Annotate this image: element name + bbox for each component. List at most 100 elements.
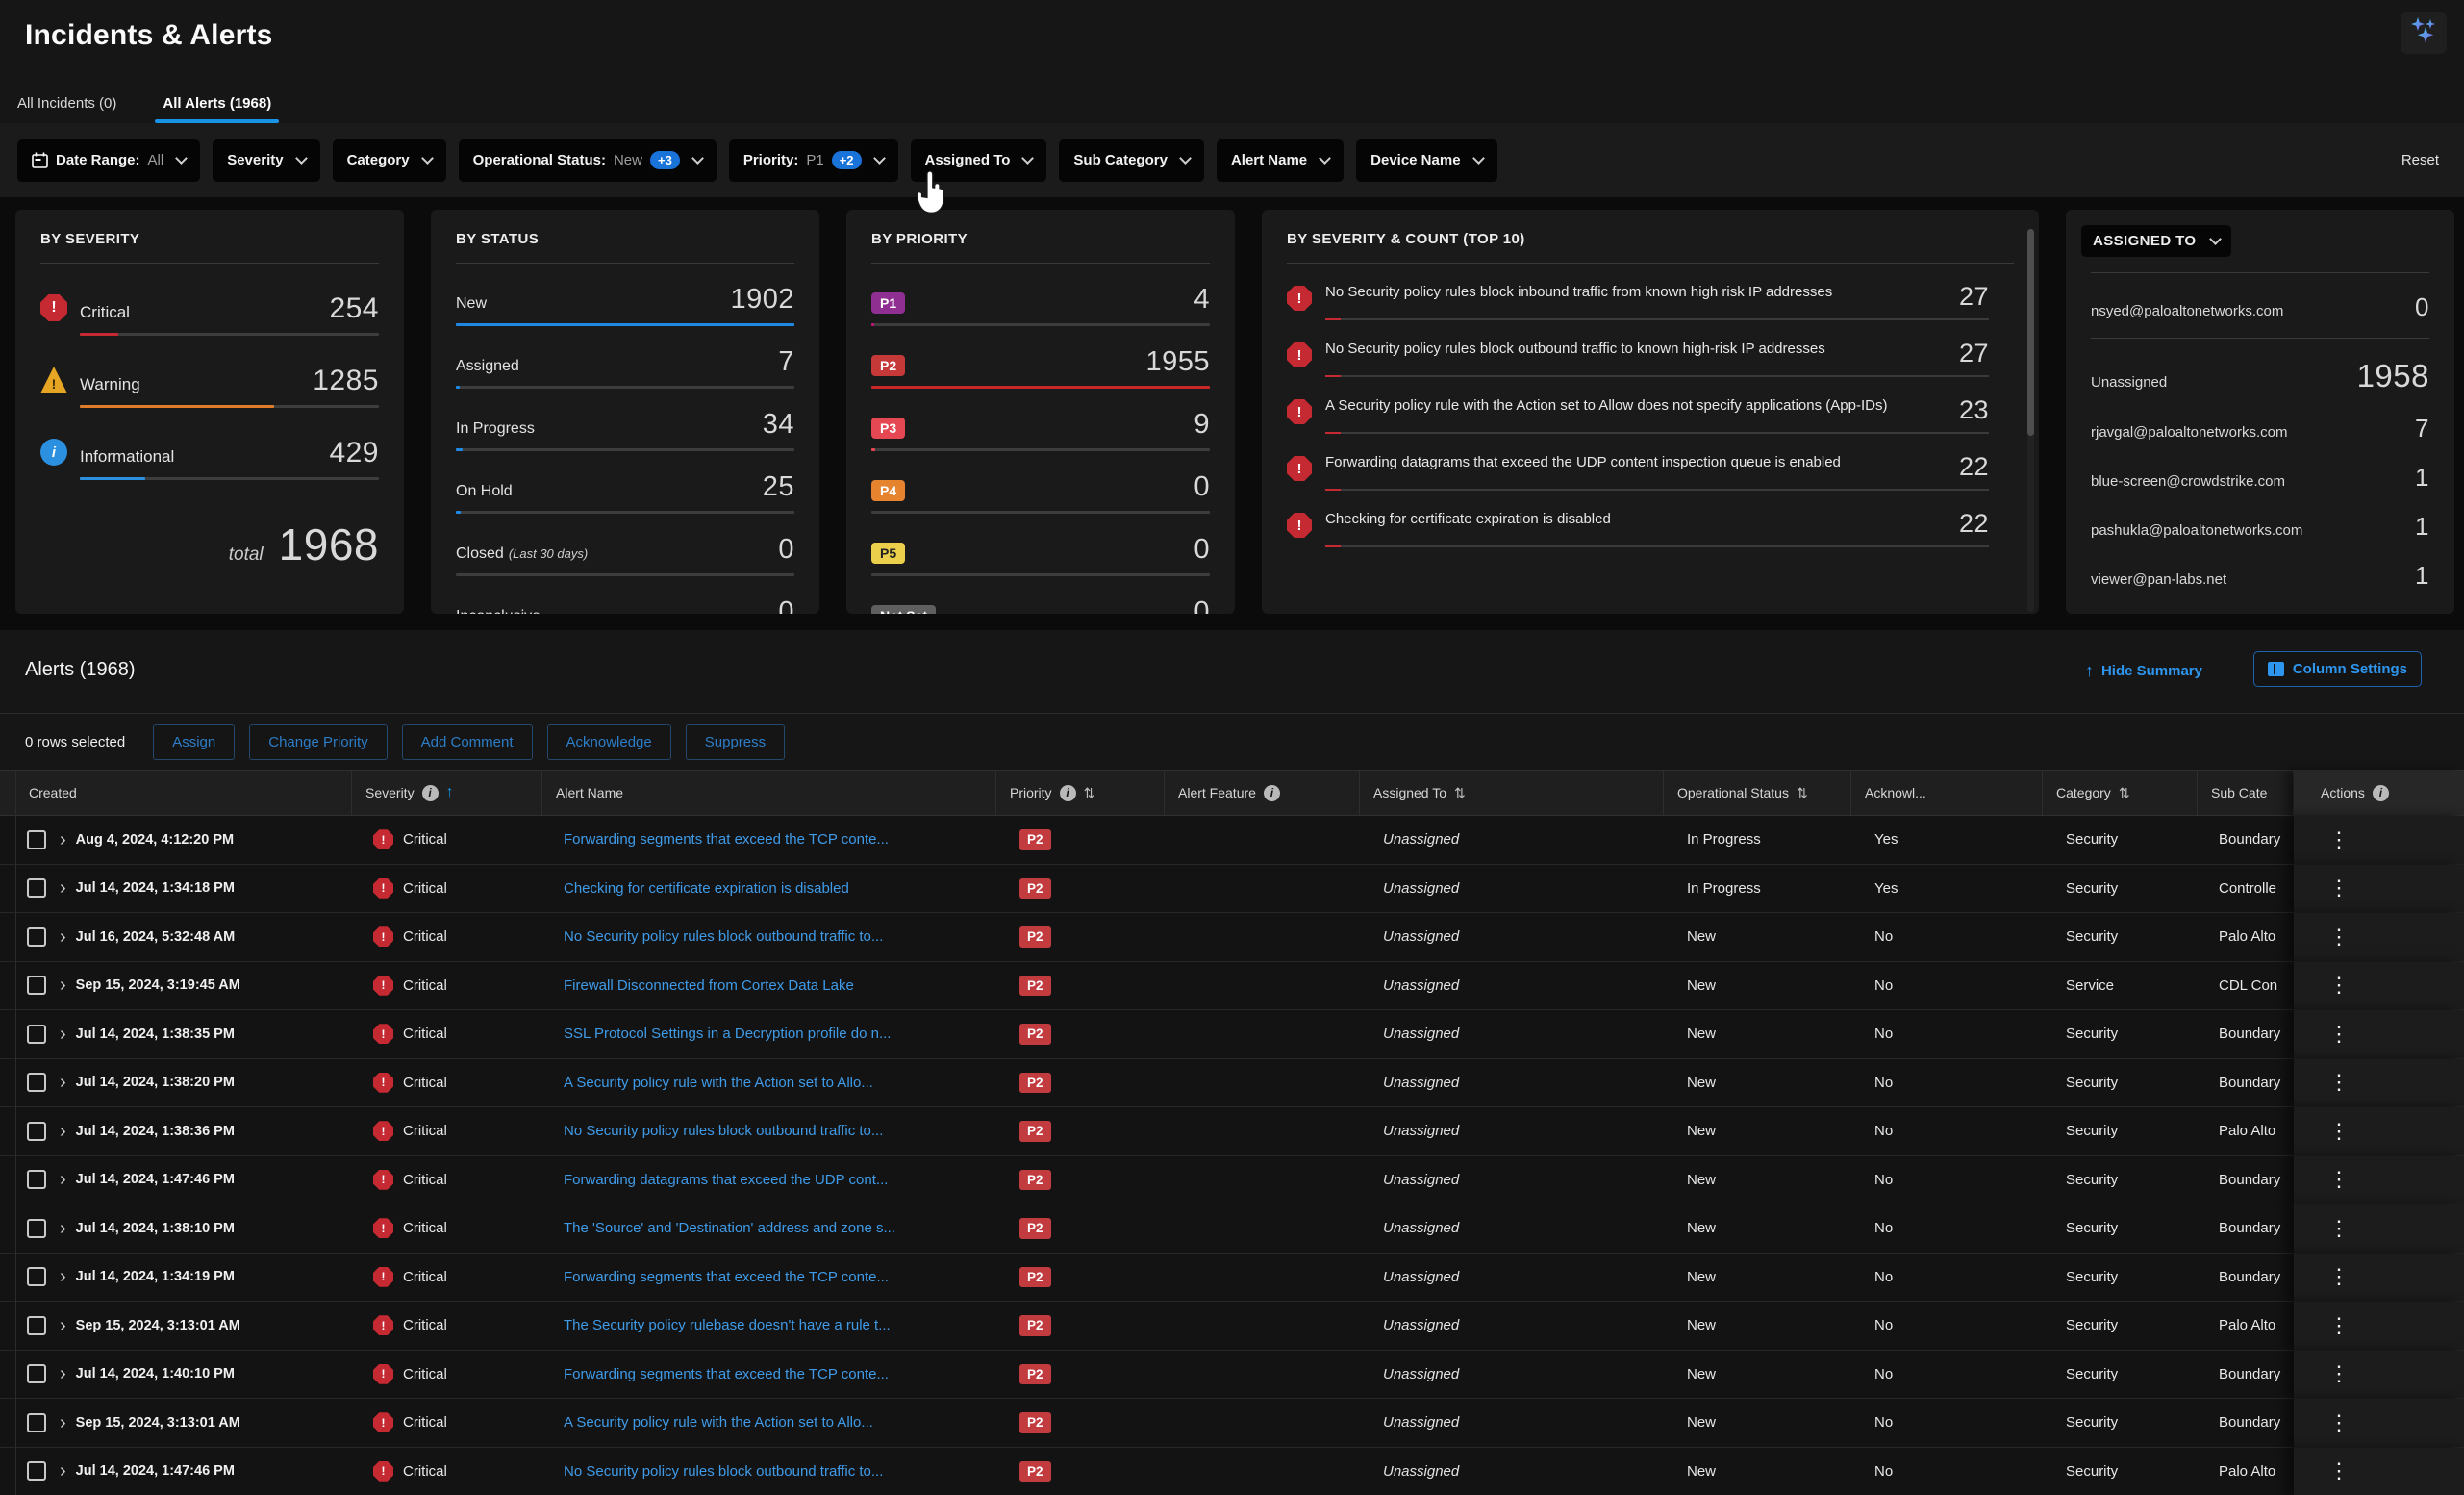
row-expand-icon[interactable]: › bbox=[60, 1072, 66, 1094]
row-checkbox[interactable] bbox=[27, 1412, 46, 1432]
alert-name-link[interactable]: The 'Source' and 'Destination' address a… bbox=[564, 1220, 895, 1237]
row-checkbox[interactable] bbox=[27, 1364, 46, 1384]
column-header-acknowl[interactable]: Acknowl... bbox=[1851, 771, 2043, 815]
assigned-to-dropdown[interactable]: ASSIGNED TO bbox=[2081, 225, 2232, 257]
row-checkbox[interactable] bbox=[27, 1024, 46, 1044]
table-row[interactable]: › Sep 15, 2024, 3:13:01 AM! Critical The Se… bbox=[0, 1302, 2464, 1351]
row-checkbox[interactable] bbox=[27, 1461, 46, 1482]
sort-icon[interactable]: ⇅ bbox=[1796, 784, 1808, 800]
filter-device-name[interactable]: Device Name bbox=[1356, 139, 1497, 182]
row-actions-menu-icon[interactable]: ⋮ bbox=[2328, 1215, 2350, 1240]
table-row[interactable]: › Jul 14, 2024, 1:47:46 PM! Critical No Sec… bbox=[0, 1447, 2464, 1495]
row-actions-menu-icon[interactable]: ⋮ bbox=[2328, 1118, 2350, 1143]
row-expand-icon[interactable]: › bbox=[60, 1169, 66, 1191]
row-checkbox[interactable] bbox=[27, 1267, 46, 1287]
table-row[interactable]: › Jul 14, 2024, 1:40:10 PM! Critical Forwar… bbox=[0, 1350, 2464, 1399]
row-checkbox[interactable] bbox=[27, 1170, 46, 1190]
filter-sub-category[interactable]: Sub Category bbox=[1059, 139, 1204, 182]
alert-name-link[interactable]: No Security policy rules block outbound … bbox=[564, 1123, 884, 1140]
column-header-actions[interactable]: Actions i bbox=[2294, 771, 2464, 815]
row-actions-menu-icon[interactable]: ⋮ bbox=[2328, 1458, 2350, 1483]
hide-summary-button[interactable]: ↑ Hide Summary bbox=[2084, 661, 2202, 680]
row-expand-icon[interactable]: › bbox=[60, 1314, 66, 1336]
alert-name-link[interactable]: A Security policy rule with the Action s… bbox=[564, 1414, 873, 1432]
table-row[interactable]: › Sep 15, 2024, 3:19:45 AM! Critical Firewa… bbox=[0, 961, 2464, 1010]
column-header-category[interactable]: Category ⇅ bbox=[2043, 771, 2198, 815]
alert-name-link[interactable]: Forwarding segments that exceed the TCP … bbox=[564, 831, 889, 849]
column-header-severity[interactable]: Severity i ↑ bbox=[352, 771, 542, 815]
assign-button[interactable]: Assign bbox=[153, 723, 236, 760]
row-expand-icon[interactable]: › bbox=[60, 1266, 66, 1288]
filter-category[interactable]: Category bbox=[332, 139, 446, 182]
table-row[interactable]: › Jul 14, 2024, 1:38:20 PM! Critical A Secu… bbox=[0, 1058, 2464, 1107]
change-priority-button[interactable]: Change Priority bbox=[249, 723, 388, 760]
table-row[interactable]: › Jul 14, 2024, 1:34:18 PM! Critical Checki… bbox=[0, 864, 2464, 913]
row-actions-menu-icon[interactable]: ⋮ bbox=[2328, 1021, 2350, 1046]
table-row[interactable]: › Jul 14, 2024, 1:38:35 PM! Critical SSL Pr… bbox=[0, 1010, 2464, 1059]
column-header-alert-name[interactable]: Alert Name bbox=[542, 771, 996, 815]
alert-name-link[interactable]: Forwarding datagrams that exceed the UDP… bbox=[564, 1171, 889, 1188]
row-expand-icon[interactable]: › bbox=[60, 828, 66, 850]
filter-date-range[interactable]: Date Range: All bbox=[17, 139, 201, 182]
table-row[interactable]: › Jul 14, 2024, 1:38:10 PM! Critical The 'S… bbox=[0, 1204, 2464, 1254]
sort-icon[interactable]: ⇅ bbox=[2118, 784, 2130, 800]
row-actions-menu-icon[interactable]: ⋮ bbox=[2328, 924, 2350, 949]
column-header-operational-status[interactable]: Operational Status ⇅ bbox=[1664, 771, 1851, 815]
row-actions-menu-icon[interactable]: ⋮ bbox=[2328, 973, 2350, 998]
sort-icon[interactable]: ⇅ bbox=[1454, 784, 1466, 800]
column-settings-button[interactable]: Column Settings bbox=[2252, 651, 2422, 687]
table-row[interactable]: › Jul 14, 2024, 1:47:46 PM! Critical Forwar… bbox=[0, 1155, 2464, 1204]
filter-operational-status[interactable]: Operational Status: New +3 bbox=[458, 139, 717, 182]
row-actions-menu-icon[interactable]: ⋮ bbox=[2328, 1070, 2350, 1095]
suppress-button[interactable]: Suppress bbox=[685, 723, 786, 760]
alert-name-link[interactable]: Forwarding segments that exceed the TCP … bbox=[564, 1365, 889, 1382]
alert-name-link[interactable]: The Security policy rulebase doesn't hav… bbox=[564, 1317, 891, 1334]
column-header-assigned-to[interactable]: Assigned To ⇅ bbox=[1360, 771, 1664, 815]
row-checkbox[interactable] bbox=[27, 878, 46, 899]
row-expand-icon[interactable]: › bbox=[60, 1363, 66, 1385]
sort-icon[interactable]: ⇅ bbox=[1083, 784, 1095, 800]
row-checkbox[interactable] bbox=[27, 1073, 46, 1093]
row-expand-icon[interactable]: › bbox=[60, 1460, 66, 1482]
row-checkbox[interactable] bbox=[27, 1315, 46, 1335]
row-expand-icon[interactable]: › bbox=[60, 925, 66, 948]
row-checkbox[interactable] bbox=[27, 1121, 46, 1141]
table-row[interactable]: › Jul 14, 2024, 1:38:36 PM! Critical No Sec… bbox=[0, 1107, 2464, 1156]
acknowledge-button[interactable]: Acknowledge bbox=[546, 723, 671, 760]
alert-name-link[interactable]: No Security policy rules block outbound … bbox=[564, 1462, 884, 1480]
row-expand-icon[interactable]: › bbox=[60, 1217, 66, 1239]
table-row[interactable]: › Aug 4, 2024, 4:12:20 PM! Critical Forward… bbox=[0, 816, 2464, 865]
row-checkbox[interactable] bbox=[27, 976, 46, 996]
row-expand-icon[interactable]: › bbox=[60, 1411, 66, 1433]
filter-alert-name[interactable]: Alert Name bbox=[1216, 139, 1345, 182]
row-actions-menu-icon[interactable]: ⋮ bbox=[2328, 875, 2350, 900]
row-expand-icon[interactable]: › bbox=[60, 877, 66, 900]
row-checkbox[interactable] bbox=[27, 926, 46, 947]
alert-name-link[interactable]: Forwarding segments that exceed the TCP … bbox=[564, 1268, 889, 1285]
row-actions-menu-icon[interactable]: ⋮ bbox=[2328, 1312, 2350, 1337]
column-header-priority[interactable]: Priority i ⇅ bbox=[996, 771, 1165, 815]
tab-all-alerts-1968[interactable]: All Alerts (1968) bbox=[155, 95, 280, 123]
alert-name-link[interactable]: SSL Protocol Settings in a Decryption pr… bbox=[564, 1026, 892, 1043]
tab-all-incidents-0[interactable]: All Incidents (0) bbox=[17, 95, 117, 112]
row-actions-menu-icon[interactable]: ⋮ bbox=[2328, 1167, 2350, 1192]
row-actions-menu-icon[interactable]: ⋮ bbox=[2328, 1264, 2350, 1289]
column-header-sub-cate[interactable]: Sub Cate bbox=[2198, 771, 2294, 815]
column-header-alert-feature[interactable]: Alert Feature i bbox=[1165, 771, 1360, 815]
row-checkbox[interactable] bbox=[27, 829, 46, 849]
row-checkbox[interactable] bbox=[27, 1218, 46, 1238]
table-row[interactable]: › Jul 16, 2024, 5:32:48 AM! Critical No Sec… bbox=[0, 913, 2464, 962]
row-actions-menu-icon[interactable]: ⋮ bbox=[2328, 1409, 2350, 1434]
row-expand-icon[interactable]: › bbox=[60, 1120, 66, 1142]
alert-name-link[interactable]: No Security policy rules block outbound … bbox=[564, 928, 884, 946]
row-actions-menu-icon[interactable]: ⋮ bbox=[2328, 1361, 2350, 1386]
filter-priority[interactable]: Priority: P1 +2 bbox=[728, 139, 898, 182]
sort-ascending-icon[interactable]: ↑ bbox=[445, 784, 454, 800]
reset-filters-button[interactable]: Reset bbox=[2401, 152, 2439, 168]
row-expand-icon[interactable]: › bbox=[60, 975, 66, 997]
table-row[interactable]: › Jul 14, 2024, 1:34:19 PM! Critical Forwar… bbox=[0, 1253, 2464, 1302]
filter-severity[interactable]: Severity bbox=[213, 139, 320, 182]
column-header-created[interactable]: Created bbox=[0, 771, 352, 815]
alert-name-link[interactable]: A Security policy rule with the Action s… bbox=[564, 1074, 873, 1091]
top10-scrollbar-thumb[interactable] bbox=[2027, 229, 2034, 436]
